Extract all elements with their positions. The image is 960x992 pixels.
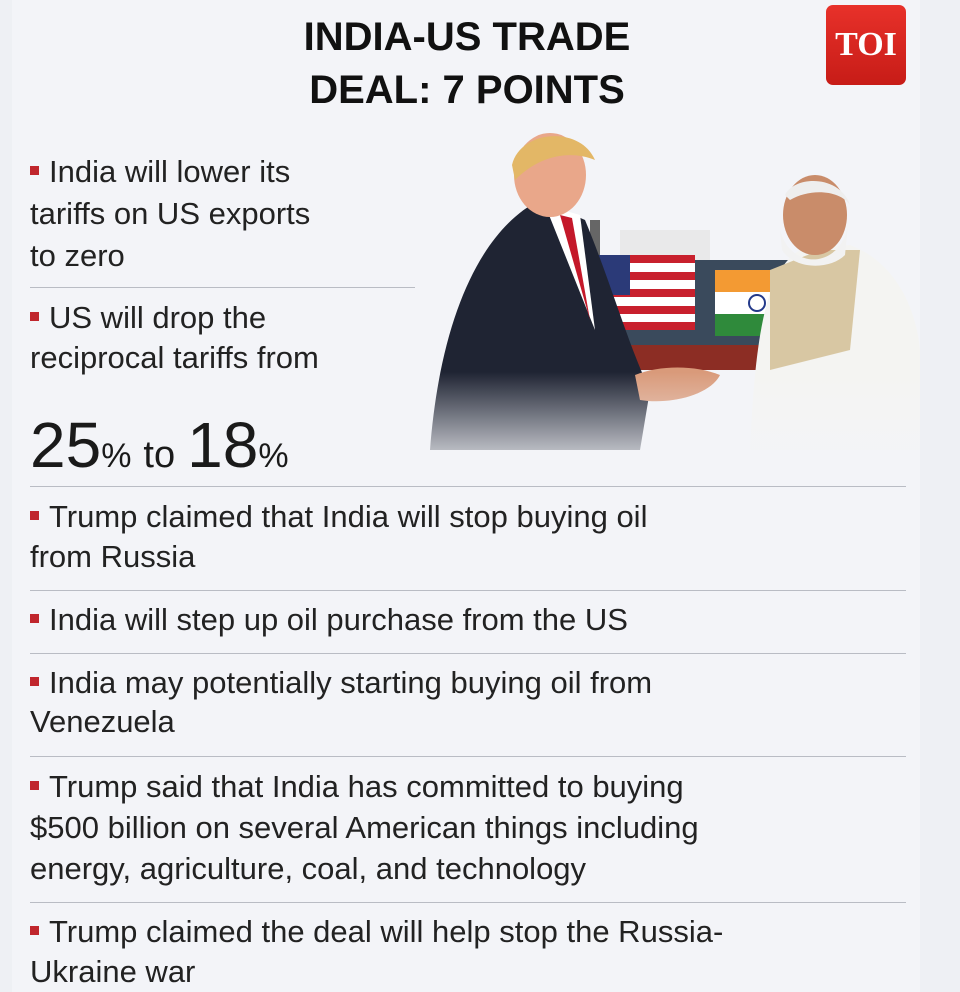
point-line: tariffs on US exports — [30, 196, 311, 231]
photo-illustration — [420, 120, 920, 480]
point-line: India will step up oil purchase from the… — [30, 604, 628, 635]
separator — [30, 756, 906, 757]
separator — [30, 287, 415, 288]
from-rate: 25 — [30, 409, 102, 481]
point-line: Venezuela — [30, 704, 175, 739]
title-line: INDIA-US TRADE — [303, 15, 631, 59]
separator — [30, 902, 906, 903]
separator — [30, 653, 906, 654]
point-line: Trump said that India has committed to b… — [30, 771, 684, 802]
point-text: US will drop the — [49, 300, 267, 335]
logo: TOI — [826, 5, 906, 85]
joiner: to — [143, 434, 176, 476]
to-rate: 18 — [187, 409, 259, 481]
tariff-highlight: 25% to 18% — [30, 408, 289, 482]
point-line: to zero — [30, 238, 125, 273]
bullet — [30, 926, 39, 936]
point-text: India will step up oil purchase from the… — [49, 602, 628, 637]
point-text: India may potentially starting buying oi… — [49, 665, 653, 700]
unit: % — [101, 437, 132, 475]
point-text: Trump claimed the deal will help stop th… — [49, 914, 724, 949]
bullet — [30, 166, 39, 176]
point-line: Ukraine war — [30, 954, 196, 989]
bullet — [30, 511, 39, 521]
point-text: Trump claimed that India will stop buyin… — [49, 499, 648, 534]
point-text: Trump said that India has committed to b… — [49, 769, 684, 804]
point-line: energy, agriculture, coal, and technolog… — [30, 851, 587, 886]
unit: % — [258, 437, 289, 475]
point-line: reciprocal tariffs from — [30, 340, 319, 375]
photo-fade — [420, 120, 920, 480]
separator — [30, 486, 906, 487]
bullet — [30, 312, 39, 322]
point-line: India may potentially starting buying oi… — [30, 667, 652, 698]
point-line: India will lower its — [30, 156, 290, 187]
bullet — [30, 781, 39, 791]
bullet — [30, 677, 39, 687]
point-line: Trump claimed the deal will help stop th… — [30, 916, 723, 947]
point-line: Trump claimed that India will stop buyin… — [30, 501, 647, 532]
title-line: DEAL: 7 POINTS — [309, 68, 625, 112]
point-line: from Russia — [30, 539, 196, 574]
point-line: US will drop the — [30, 302, 266, 333]
separator — [30, 590, 906, 591]
point-line: $500 billion on several American things … — [30, 810, 699, 845]
bullet — [30, 614, 39, 624]
point-text: India will lower its — [49, 154, 291, 189]
